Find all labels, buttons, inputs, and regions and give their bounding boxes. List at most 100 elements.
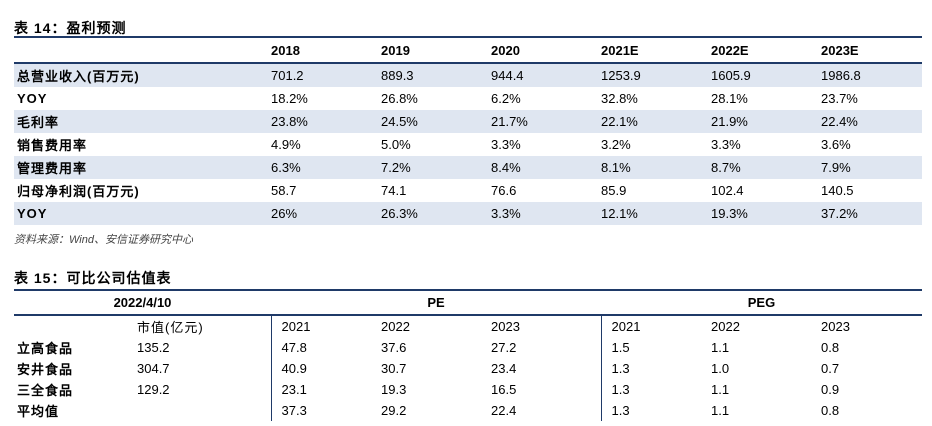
cell: 12.1% [601,202,711,225]
subheader-pe-year: 2023 [491,319,520,334]
cell: 19.3% [711,202,821,225]
cell: 1253.9 [601,63,711,87]
row-label: 毛利率 [14,110,271,133]
cell: 701.2 [271,63,381,87]
cell: 26.3% [381,202,491,225]
cell: 8.1% [601,156,711,179]
subheader-market-cap: 市值(亿元) [137,320,204,335]
cell: 4.9% [271,137,301,152]
cell: 26% [271,202,381,225]
table-row: YOY 26% 26.3% 3.3% 12.1% 19.3% 37.2% [14,202,922,225]
table1-header-2021e: 2021E [601,36,711,64]
row-label: YOY [14,202,271,225]
row-label: 三全食品 [17,383,74,398]
cell: 32.8% [601,91,638,106]
row-label: 归母净利润(百万元) [17,184,140,199]
cell-pe: 29.2 [381,403,407,418]
cell: 6.2% [491,91,521,106]
row-label: 销售费用率 [17,138,88,153]
cell: 22.1% [601,110,711,133]
cell-pe: 30.7 [381,361,407,376]
table2-date: 2022/4/10 [14,289,271,316]
cell: 7.9% [821,156,922,179]
cell: 18.2% [271,91,308,106]
cell: 1605.9 [711,63,821,87]
cell-peg: 1.5 [600,337,711,358]
cell: 8.7% [711,156,821,179]
cell: 102.4 [711,183,744,198]
table-row: 立高食品 135.2 47.8 37.6 27.2 1.5 1.1 0.8 [14,337,922,358]
cell: 1986.8 [821,63,922,87]
cell-peg: 1.1 [711,340,730,355]
table-row: 毛利率 23.8% 24.5% 21.7% 22.1% 21.9% 22.4% [14,110,922,133]
cell: 58.7 [271,183,297,198]
cell-pe: 27.2 [491,340,517,355]
cell: 21.7% [491,110,601,133]
cell: 6.3% [271,156,381,179]
cell-peg: 0.8 [821,403,840,418]
cell: 37.2% [821,202,922,225]
table1-header-2022e: 2022E [711,36,821,64]
cell-market-cap: 304.7 [137,361,170,376]
cell-peg: 1.3 [600,358,711,379]
cell: 140.5 [821,183,854,198]
table1-title: 表 14：盈利预测 [14,20,127,36]
cell-peg: 0.9 [821,382,840,397]
cell: 3.3% [711,137,741,152]
table2-group-pe: PE [271,289,601,316]
cell: 3.2% [601,137,631,152]
cell-peg: 0.8 [821,340,840,355]
cell-market-cap: 135.2 [137,340,170,355]
cell: 7.2% [381,156,491,179]
cell: 23.8% [271,110,381,133]
table1-source: 资料来源：Wind、安信证券研究中心 [14,234,193,246]
cell: 3.6% [821,137,851,152]
cell: 28.1% [711,91,748,106]
cell-pe: 23.4 [491,361,517,376]
cell-pe: 23.1 [270,379,381,400]
table1-header-blank [14,36,271,64]
subheader-peg-year: 2023 [821,319,850,334]
subheader-blank [14,315,137,337]
cell: 21.9% [711,110,821,133]
cell-peg: 1.0 [711,361,730,376]
table1-header-2020: 2020 [491,36,601,64]
table-row: 归母净利润(百万元) 58.7 74.1 76.6 85.9 102.4 140… [14,179,922,202]
cell-pe: 37.3 [270,400,381,421]
table-row: 三全食品 129.2 23.1 19.3 16.5 1.3 1.1 0.9 [14,379,922,400]
cell: 23.7% [821,91,858,106]
row-label: YOY [17,91,48,106]
cell-peg: 1.3 [600,379,711,400]
cell-peg: 1.1 [711,403,730,418]
row-label: 立高食品 [17,341,74,356]
table2-group-peg: PEG [601,289,922,316]
table1-header-2018: 2018 [271,36,381,64]
cell: 85.9 [601,183,627,198]
cell: 24.5% [381,110,491,133]
cell-market-cap: 129.2 [137,382,170,397]
valuation-table: 2022/4/10 PE PEG 市值(亿元) 2021 2022 2023 2… [14,289,922,421]
cell-pe: 47.8 [270,337,381,358]
cell-peg: 1.3 [600,400,711,421]
cell-pe: 22.4 [491,403,517,418]
table-row: 管理费用率 6.3% 7.2% 8.4% 8.1% 8.7% 7.9% [14,156,922,179]
cell: 8.4% [491,156,601,179]
cell: 5.0% [381,137,411,152]
cell-pe: 19.3 [381,382,407,397]
table-row: 安井食品 304.7 40.9 30.7 23.4 1.3 1.0 0.7 [14,358,922,379]
cell-pe: 37.6 [381,340,407,355]
cell: 3.3% [491,137,521,152]
table2-header-row: 2022/4/10 PE PEG [14,289,922,316]
subheader-pe-year: 2021 [270,315,381,337]
cell: 74.1 [381,183,407,198]
table-row: YOY 18.2% 26.8% 6.2% 32.8% 28.1% 23.7% [14,87,922,110]
table1-header-2019: 2019 [381,36,491,64]
subheader-pe-year: 2022 [381,319,410,334]
cell-peg: 0.7 [821,361,840,376]
cell: 76.6 [491,183,517,198]
row-label: 总营业收入(百万元) [14,63,271,87]
cell: 944.4 [491,63,601,87]
table2-subheader-row: 市值(亿元) 2021 2022 2023 2021 2022 2023 [14,315,922,337]
subheader-peg-year: 2022 [711,319,740,334]
cell: 889.3 [381,63,491,87]
